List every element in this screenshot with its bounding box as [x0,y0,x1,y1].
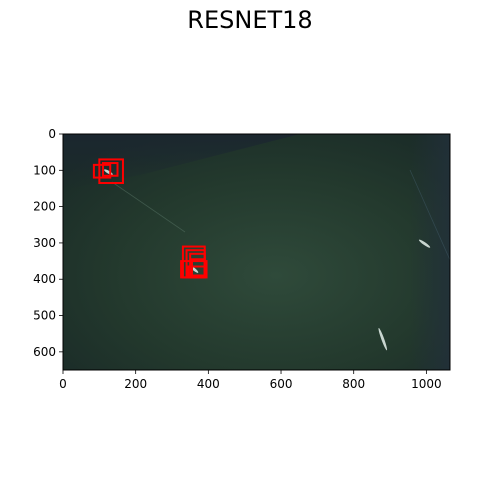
detection-box-9 [187,265,206,279]
x-axis: 0 200 400 600 800 1000 [59,370,442,391]
x-tick-label: 0 [59,377,67,391]
y-tick-label: 600 [33,345,56,359]
plot-frame [62,133,451,371]
y-tick-label: 500 [33,309,56,323]
y-tick-label: 400 [33,272,56,286]
y-axis: 0 100 200 300 400 500 600 [33,127,63,359]
y-tick-label: 300 [33,236,56,250]
satellite-image [63,134,450,370]
detection-box-1 [98,158,124,185]
x-tick-label: 600 [270,377,293,391]
y-tick-label: 200 [33,200,56,214]
ship-4 [378,327,388,351]
x-tick-label: 1000 [411,377,442,391]
detection-box-3 [101,162,119,177]
x-tick-label: 200 [124,377,147,391]
ship-3 [418,239,431,248]
x-tick-label: 800 [342,377,365,391]
chart-title: RESNET18 [187,6,313,34]
x-tick-label: 400 [197,377,220,391]
y-tick-label: 100 [33,163,56,177]
y-tick-label: 0 [48,127,56,141]
detection-boxes [92,158,208,279]
